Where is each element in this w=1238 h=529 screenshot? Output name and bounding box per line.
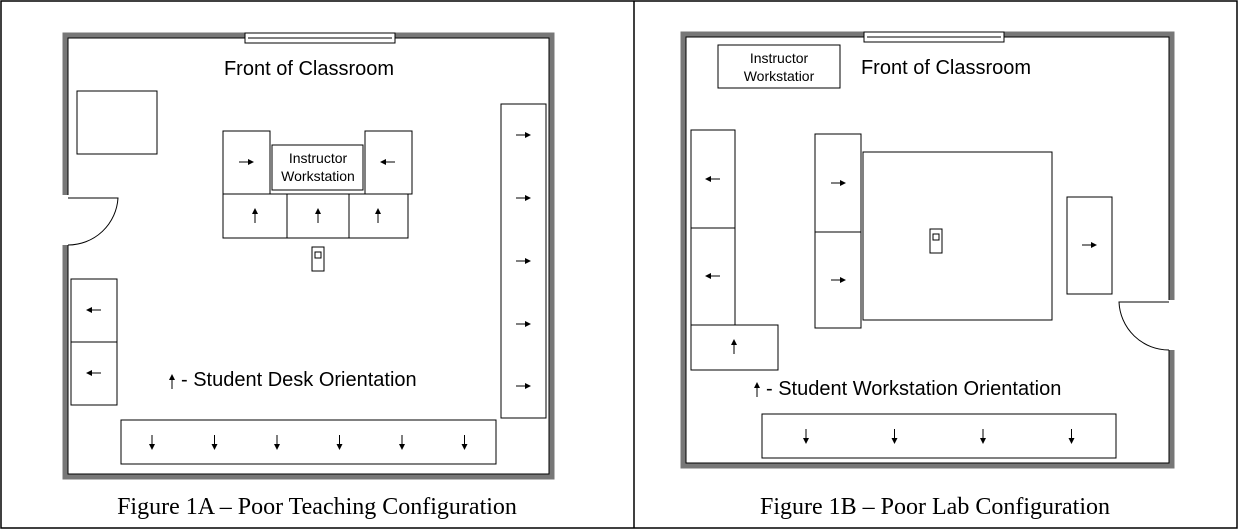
floor-plan-a bbox=[62, 32, 555, 480]
front-label: Front of Classroom bbox=[224, 58, 394, 80]
instructor-label: Workstatior bbox=[744, 68, 815, 84]
instructor-label: Instructor bbox=[750, 50, 809, 66]
legend: - Student Desk Orientation bbox=[181, 369, 417, 391]
legend: - Student Workstation Orientation bbox=[766, 378, 1061, 400]
floor-plan-b bbox=[680, 31, 1176, 469]
caption: Figure 1A – Poor Teaching Configuration bbox=[117, 494, 517, 520]
caption: Figure 1B – Poor Lab Configuration bbox=[760, 494, 1110, 520]
front-label: Front of Classroom bbox=[861, 57, 1031, 79]
instructor-label: Instructor bbox=[289, 150, 348, 166]
instructor-label: Workstation bbox=[281, 168, 355, 184]
